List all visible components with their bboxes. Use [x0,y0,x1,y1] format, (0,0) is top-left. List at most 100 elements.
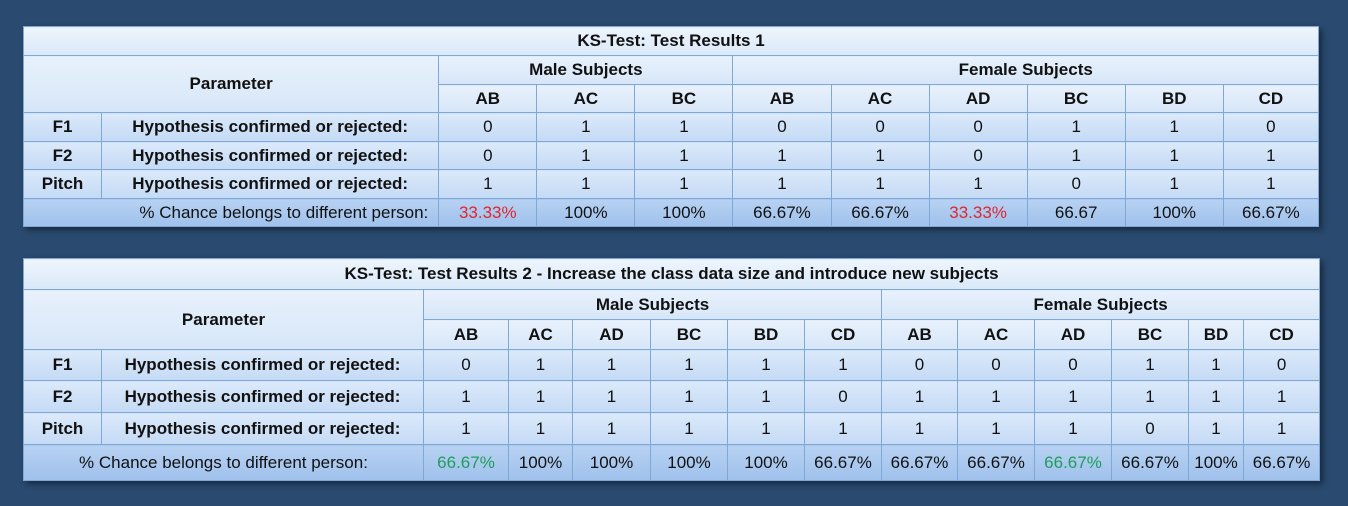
table-cell: 1 [957,412,1035,445]
chance-value: 100% [1124,198,1224,227]
column-header: AC [536,84,636,113]
table-cell: 1 [1034,412,1112,445]
ks-test-results-1-table: KS-Test: Test Results 1 Parameter Male S… [22,26,1320,227]
table-cell: 0 [438,112,538,142]
table-cell: 0 [438,141,538,170]
column-header: AB [732,84,832,113]
column-header: AD [1034,319,1112,350]
row-description: Hypothesis confirmed or rejected: [101,141,440,170]
table-row: Pitch Hypothesis confirmed or rejected: … [22,169,1320,199]
table-cell: 0 [804,380,882,413]
table-row: F2 Hypothesis confirmed or rejected: 0 1… [22,141,1320,170]
chance-value: 33.33% [928,198,1028,227]
table-cell: 1 [881,412,958,445]
column-header: CD [1222,84,1320,113]
table-cell: 1 [1124,141,1224,170]
female-subjects-header: Female Subjects [880,289,1321,320]
table-cell: 0 [957,349,1035,381]
table-cell: 1 [650,349,728,381]
column-header: BC [1026,84,1126,113]
table-cell: 1 [957,380,1035,413]
column-header: AC [830,84,930,113]
table-cell: 0 [1242,349,1321,381]
table-row: F1 Hypothesis confirmed or rejected: 0 1… [23,349,1321,381]
chance-value: 100% [650,444,728,481]
table-cell: 1 [1124,112,1224,142]
chance-value: 66.67% [732,198,832,227]
table-cell: 0 [1026,169,1126,199]
table-cell: 1 [881,380,958,413]
column-header: AC [957,319,1035,350]
table-cell: 1 [536,112,636,142]
table-cell: 0 [732,112,832,142]
table-cell: 1 [634,169,734,199]
chance-value: 100% [1188,444,1244,481]
table-cell: 1 [572,349,651,381]
table-row: F2 Hypothesis confirmed or rejected: 1 1… [23,380,1321,413]
table-cell: 1 [536,141,636,170]
chance-value: 66.67% [1222,198,1320,227]
column-header: CD [1242,319,1321,350]
row-parameter-name: Pitch [22,169,103,199]
chance-row: % Chance belongs to different person: 33… [22,198,1320,227]
table-cell: 1 [1222,141,1320,170]
row-description: Hypothesis confirmed or rejected: [101,169,440,199]
column-header: AD [928,84,1028,113]
chance-value: 66.67% [1111,444,1189,481]
male-subjects-header: Male Subjects [438,55,734,85]
chance-label: % Chance belongs to different person: [22,198,440,227]
chance-value: 66.67 [1026,198,1126,227]
table-cell: 1 [650,380,728,413]
table-cell: 1 [1188,380,1244,413]
table-row: F1 Hypothesis confirmed or rejected: 0 1… [22,112,1320,142]
table-row: Pitch Hypothesis confirmed or rejected: … [23,412,1321,445]
table-cell: 1 [1188,412,1244,445]
table-cell: 1 [1222,169,1320,199]
column-header: BC [650,319,728,350]
chance-value: 66.67% [423,444,509,481]
table-cell: 1 [634,112,734,142]
table-cell: 1 [830,141,930,170]
row-description: Hypothesis confirmed or rejected: [101,380,424,413]
chance-value: 66.67% [957,444,1035,481]
row-parameter-name: F1 [22,112,103,142]
chance-value: 66.67% [830,198,930,227]
table-cell: 1 [1242,412,1321,445]
table-cell: 0 [1111,412,1189,445]
table-cell: 0 [928,112,1028,142]
row-parameter-name: Pitch [23,412,102,445]
chance-value: 33.33% [438,198,538,227]
table-cell: 0 [881,349,958,381]
chance-value: 100% [634,198,734,227]
row-parameter-name: F2 [22,141,103,170]
female-subjects-header: Female Subjects [732,55,1319,85]
table-cell: 1 [804,412,882,445]
ks-test-results-2-table: KS-Test: Test Results 2 - Increase the c… [22,258,1321,481]
table-cell: 1 [732,141,832,170]
chance-value: 66.67% [1242,444,1321,481]
table-cell: 0 [928,141,1028,170]
table-cell: 1 [1242,380,1321,413]
table-cell: 1 [1026,112,1126,142]
row-parameter-name: F2 [23,380,102,413]
table-cell: 1 [508,349,573,381]
table-cell: 1 [508,380,573,413]
table-cell: 1 [438,169,538,199]
column-header: AD [572,319,651,350]
row-description: Hypothesis confirmed or rejected: [101,112,440,142]
column-header: AC [508,319,573,350]
table-cell: 0 [423,349,509,381]
table-cell: 1 [1026,141,1126,170]
table-cell: 1 [830,169,930,199]
parameter-header: Parameter [22,55,440,113]
table-cell: 1 [423,380,509,413]
table-cell: 1 [423,412,509,445]
row-parameter-name: F1 [23,349,102,381]
table-cell: 1 [804,349,882,381]
table-cell: 1 [508,412,573,445]
chance-value: 100% [727,444,805,481]
chance-value: 100% [572,444,651,481]
table-cell: 1 [536,169,636,199]
table-cell: 1 [1188,349,1244,381]
column-header: AB [881,319,958,350]
